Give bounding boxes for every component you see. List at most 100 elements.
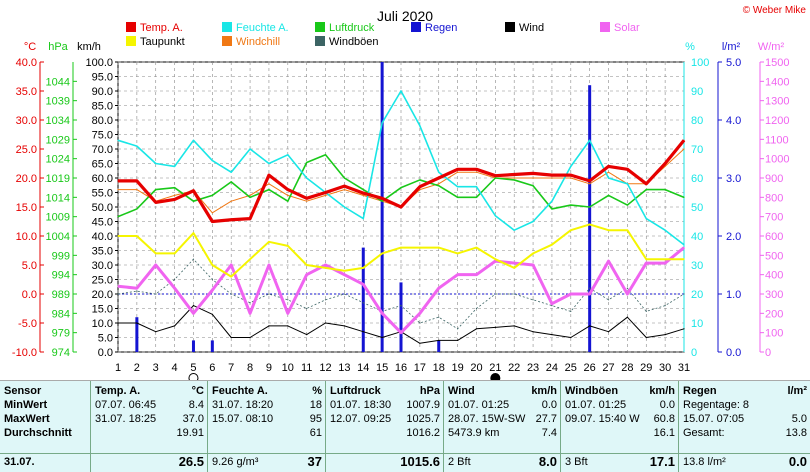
temp-a-point (306, 197, 308, 199)
x-tick-label: 13 (338, 362, 350, 374)
stat-row: 3 Bft 17.1 (561, 455, 679, 469)
windchill-point (362, 194, 364, 196)
stat-column: Windböen km/h 01.07. 01:25 0.0 09.07. 15:40 … (560, 381, 679, 472)
solar-tick-label: 800 (765, 192, 783, 204)
legend-swatch (600, 22, 610, 32)
wind-point (362, 331, 364, 333)
windchill-point (211, 212, 213, 214)
legend-label: Windböen (329, 36, 379, 48)
stat-time: 5473.9 km (448, 427, 500, 439)
wind-tick-label: 5.0 (98, 333, 113, 345)
windb-en-point (249, 302, 251, 304)
wind-point (155, 331, 157, 333)
luftdruck-point (664, 189, 666, 191)
solar-point (287, 312, 289, 314)
solar-point (645, 262, 647, 264)
stat-value: 95 (309, 413, 322, 425)
stat-row: MaxWert (0, 412, 90, 426)
statistics-table: Sensor MinWert MaxWert Durchschnitt 31.07. Te… (0, 380, 810, 472)
temp-a-point (683, 139, 685, 141)
windb-en-point (607, 299, 610, 301)
pressure-tick-label: 984 (52, 308, 70, 320)
solar-point (457, 274, 459, 276)
wind-axis-unit: km/h (77, 41, 101, 53)
x-tick-label: 7 (228, 362, 234, 374)
windchill-point (268, 183, 270, 185)
stat-value: 8.4 (188, 399, 204, 411)
feuchte-a-point (438, 171, 440, 173)
humidity-tick-label: 80 (691, 115, 703, 127)
windb-en-point (268, 293, 270, 295)
luftdruck-point (494, 177, 496, 179)
taupunkt-point (211, 264, 213, 266)
luftdruck-point (438, 185, 440, 187)
humidity-axis-unit: % (685, 41, 695, 53)
stat-header: Windböen (565, 385, 619, 397)
rain-tick-label: 3.0 (726, 173, 741, 185)
humidity-tick-label: 40 (691, 231, 703, 243)
x-tick-label: 29 (640, 362, 652, 374)
windb-en-point (419, 322, 421, 324)
wind-point (532, 331, 534, 333)
windchill-point (532, 177, 534, 179)
stat-time: Gesamt: (683, 427, 725, 439)
temp-a-point (664, 162, 666, 165)
windb-en-point (117, 293, 119, 295)
feuchte-a-point (230, 171, 232, 173)
humidity-tick-label: 10 (691, 318, 703, 330)
temp-tick-label: -5.0 (18, 318, 37, 330)
taupunkt-point (419, 247, 421, 249)
luftdruck-point (683, 196, 685, 198)
stat-value: 19.91 (176, 427, 204, 439)
wind-tick-label: 70.0 (92, 144, 113, 156)
temp-a-point (570, 174, 572, 176)
windchill-point (343, 189, 345, 191)
solar-point (249, 312, 251, 314)
feuchte-a-point (513, 229, 515, 231)
wind-tick-label: 25.0 (92, 275, 113, 287)
wind-tick-label: 35.0 (92, 246, 113, 258)
stat-row: 15.07. 07:05 5.0 (679, 412, 810, 426)
x-tick-label: 9 (266, 362, 272, 374)
solar-tick-label: 1400 (765, 76, 789, 88)
luftdruck-point (532, 185, 534, 187)
stat-value: 61 (309, 427, 322, 439)
x-tick-label: 25 (565, 362, 577, 374)
taupunkt-point (438, 247, 440, 249)
rain-tick-label: 4.0 (726, 115, 741, 127)
stat-unit: km/h (649, 385, 675, 397)
temp-a-point (532, 172, 534, 174)
rain-tick-label: 2.0 (726, 231, 741, 243)
stat-row: 31.07. 18:20 18 (208, 398, 326, 412)
windb-en-point (306, 307, 308, 310)
x-tick-label: 4 (172, 362, 178, 374)
wind-tick-label: 65.0 (92, 159, 113, 171)
pressure-tick-label: 999 (52, 250, 70, 262)
stat-row: 2 Bft 8.0 (444, 455, 561, 469)
taupunkt-point (589, 223, 591, 225)
windb-en-point (551, 305, 553, 307)
copyright-label: © Weber Mike (743, 5, 807, 16)
windb-en-point (362, 302, 364, 304)
x-tick-label: 23 (527, 362, 539, 374)
legend-swatch (222, 22, 232, 32)
temp-tick-label: 25.0 (16, 144, 37, 156)
solar-point (570, 293, 572, 295)
feuchte-a-point (400, 90, 402, 92)
solar-point (513, 262, 515, 264)
pressure-axis-unit: hPa (48, 41, 68, 53)
windb-en-point (136, 290, 138, 292)
wind-point (324, 322, 327, 324)
pressure-tick-label: 1004 (46, 231, 70, 243)
stat-time: 15.07. 07:05 (683, 413, 745, 425)
stat-value: 16.1 (653, 427, 675, 439)
feuchte-a-point (494, 215, 496, 217)
x-tick-label: 18 (433, 362, 445, 374)
feuchte-a-point (362, 218, 364, 220)
pressure-tick-label: 1044 (46, 76, 70, 88)
stat-header: Temp. A. (95, 385, 141, 397)
pressure-tick-label: 1039 (46, 96, 70, 108)
wind-tick-label: 60.0 (92, 173, 113, 185)
luftdruck-point (268, 189, 270, 191)
windchill-point (324, 194, 327, 196)
